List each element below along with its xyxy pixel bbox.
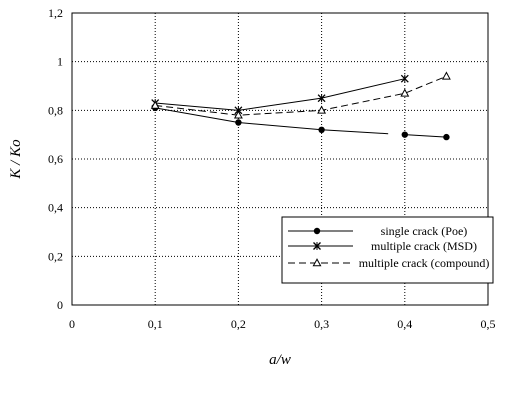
legend-marker	[313, 242, 321, 250]
x-tick-label: 0,3	[314, 317, 329, 331]
y-tick-label: 0,8	[48, 103, 63, 117]
x-tick-label: 0,1	[148, 317, 163, 331]
data-point	[317, 105, 327, 114]
tick-labels: 0 0,1 0,2 0,3 0,4 0,5 0 0,2 0,4 0,6 0,8 1 1,2	[48, 6, 496, 331]
data-point	[400, 74, 409, 83]
series-multiple-crack-compound	[150, 71, 451, 119]
y-tick-label: 0,6	[48, 152, 63, 166]
y-tick-label: 1,2	[48, 6, 63, 20]
x-tick-label: 0,5	[481, 317, 496, 331]
data-point	[441, 71, 451, 80]
x-tick-label: 0,2	[231, 317, 246, 331]
data-point	[443, 133, 450, 141]
x-tick-label: 0,4	[397, 317, 412, 331]
y-tick-label: 0,4	[48, 201, 63, 215]
data-point	[318, 126, 325, 133]
x-axis-title: a/w	[269, 352, 291, 368]
legend-items: single crack (Poe)multiple crack (MSD) mu…	[288, 224, 489, 270]
data-point	[150, 100, 160, 109]
data-point	[401, 131, 408, 138]
legend-label: multiple crack (compound)	[359, 256, 490, 270]
y-axis-title: K / Ko	[8, 139, 24, 180]
legend: single crack (Poe)multiple crack (MSD) mu…	[281, 216, 494, 284]
series-layer	[150, 71, 451, 141]
x-tick-label: 0	[69, 317, 75, 331]
data-point	[233, 110, 243, 119]
data-point	[400, 88, 410, 97]
legend-label: single crack (Poe)	[381, 224, 468, 238]
data-point	[235, 119, 242, 126]
y-tick-label: 0,2	[48, 249, 63, 263]
legend-label: multiple crack (MSD)	[371, 239, 477, 253]
y-tick-label: 1	[57, 55, 63, 69]
data-point	[317, 94, 326, 103]
legend-marker	[313, 227, 321, 235]
y-tick-label: 0	[57, 298, 63, 312]
series-line	[155, 78, 405, 111]
series-line	[404, 134, 447, 138]
series-line	[155, 107, 389, 135]
legend-marker	[312, 258, 322, 267]
